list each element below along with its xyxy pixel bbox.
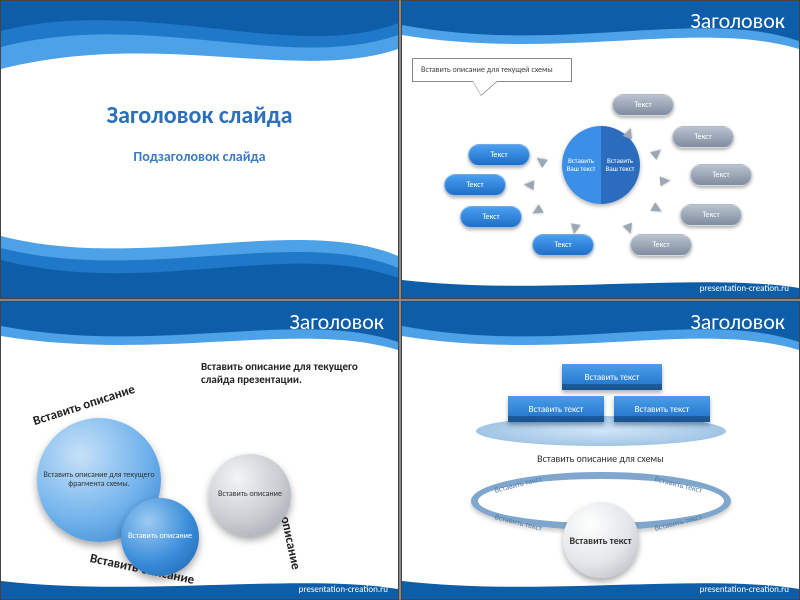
slide-header: Заголовок [690, 7, 785, 34]
hub-left: Вставить Ваш текст [562, 126, 601, 204]
diagram-node-7: Текст [680, 204, 742, 226]
title-block: Заголовок слайда Подзаголовок слайда [1, 101, 398, 165]
diagram-node-1: Текст [444, 174, 506, 196]
box-1: Вставить текст [508, 396, 604, 422]
diagram-caption: Вставить описание для схемы [402, 452, 799, 465]
diagram-node-5: Текст [672, 126, 734, 148]
arrow-icon [534, 154, 548, 168]
arrow-icon [623, 223, 636, 236]
diagram-node-2: Текст [460, 206, 522, 228]
sphere-1: Вставить описание [121, 498, 199, 576]
slide-3-spheres: Заголовок Вставить описание для текущего… [0, 301, 399, 600]
diagram-node-4: Текст [612, 94, 674, 116]
box-0: Вставить текст [562, 364, 662, 390]
slide-4-platform: Заголовок Вставить текстВставить текстВс… [401, 301, 800, 600]
slide-2-diagram: Заголовок Вставить описание для текущей … [401, 0, 800, 299]
slide-1-title: Заголовок слайда Подзаголовок слайда [0, 0, 399, 299]
sphere-2: Вставить описание [209, 454, 291, 536]
arrow-icon [660, 176, 671, 187]
center-sphere: Вставить текст [563, 502, 639, 578]
footer-url: presentation-creation.ru [700, 283, 789, 294]
diagram-node-3: Текст [532, 234, 594, 256]
slide-subtitle: Подзаголовок слайда [1, 148, 398, 165]
diagram-node-8: Текст [630, 234, 692, 256]
arrow-icon [650, 202, 664, 216]
arrow-icon [530, 204, 544, 218]
footer-url: presentation-creation.ru [700, 584, 789, 595]
diagram-node-6: Текст [690, 164, 752, 186]
arrow-icon [524, 180, 535, 191]
slide-description: Вставить описание для текущего слайда пр… [201, 360, 378, 386]
footer-url: presentation-creation.ru [299, 584, 388, 595]
callout-box: Вставить описание для текущей схемы [412, 58, 572, 82]
radial-diagram: Вставить описание для текущей схемы Вста… [402, 56, 799, 274]
hub-right: Вставить Ваш текст [601, 126, 640, 204]
diagram-node-0: Текст [468, 144, 530, 166]
arrow-icon [650, 146, 664, 160]
slide-title: Заголовок слайда [1, 101, 398, 130]
box-2: Вставить текст [614, 396, 710, 422]
wave-top [1, 1, 398, 73]
wave-bottom [1, 218, 398, 298]
